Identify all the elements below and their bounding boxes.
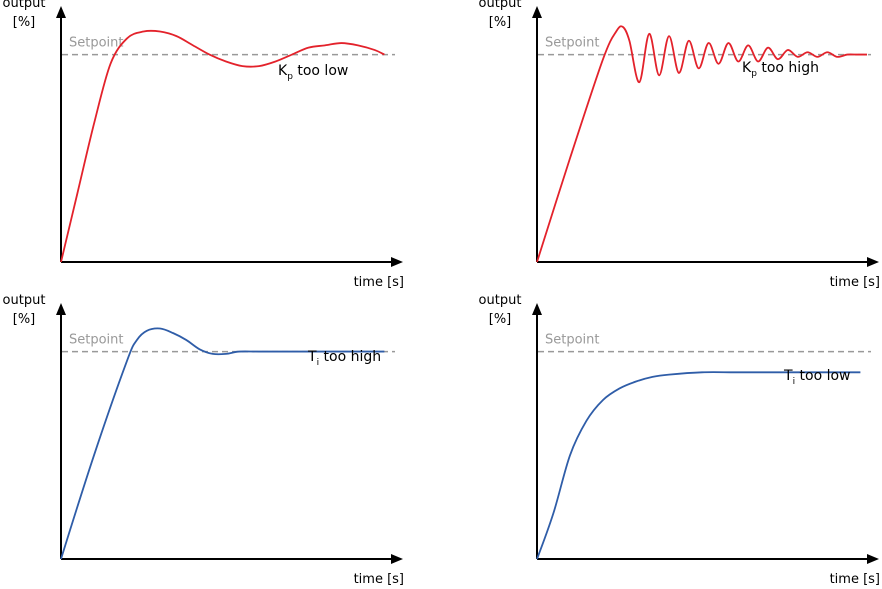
x-axis-label: time [s]	[830, 275, 880, 290]
chart-panel-2: output [%] time [s] Setpoint Kp too high	[479, 0, 880, 290]
y-axis-arrow	[532, 303, 542, 315]
setpoint-label: Setpoint	[69, 36, 124, 51]
x-axis-label: time [s]	[354, 572, 404, 587]
y-axis-label: output	[3, 0, 46, 11]
x-axis-arrow	[867, 257, 879, 267]
response-curve	[60, 327, 385, 560]
y-axis-unit: [%]	[489, 15, 512, 30]
response-curve	[60, 29, 385, 263]
chart-annotation: Kp too high	[742, 60, 819, 79]
y-axis-label: output	[3, 293, 46, 308]
chart-annotation: Ti too high	[307, 349, 381, 368]
x-axis-arrow	[867, 554, 879, 564]
y-axis-label: output	[479, 0, 522, 11]
chart-panel-4: output [%] time [s] Setpoint Ti too low	[479, 293, 880, 587]
y-axis-arrow	[56, 303, 66, 315]
chart-annotation: Kp too low	[278, 63, 348, 82]
y-axis-label: output	[479, 293, 522, 308]
x-axis-arrow	[391, 257, 403, 267]
setpoint-label: Setpoint	[545, 333, 600, 348]
response-curve	[536, 25, 867, 263]
x-axis-label: time [s]	[830, 572, 880, 587]
y-axis-arrow	[532, 6, 542, 18]
setpoint-label: Setpoint	[69, 333, 124, 348]
chart-panel-1: output [%] time [s] Setpoint Kp too low	[3, 0, 404, 290]
response-curve	[536, 371, 861, 560]
x-axis-label: time [s]	[354, 275, 404, 290]
setpoint-label: Setpoint	[545, 36, 600, 51]
chart-panel-3: output [%] time [s] Setpoint Ti too high	[3, 293, 404, 587]
chart-annotation: Ti too low	[783, 368, 851, 387]
y-axis-unit: [%]	[13, 312, 36, 327]
y-axis-unit: [%]	[489, 312, 512, 327]
y-axis-unit: [%]	[13, 15, 36, 30]
y-axis-arrow	[56, 6, 66, 18]
x-axis-arrow	[391, 554, 403, 564]
